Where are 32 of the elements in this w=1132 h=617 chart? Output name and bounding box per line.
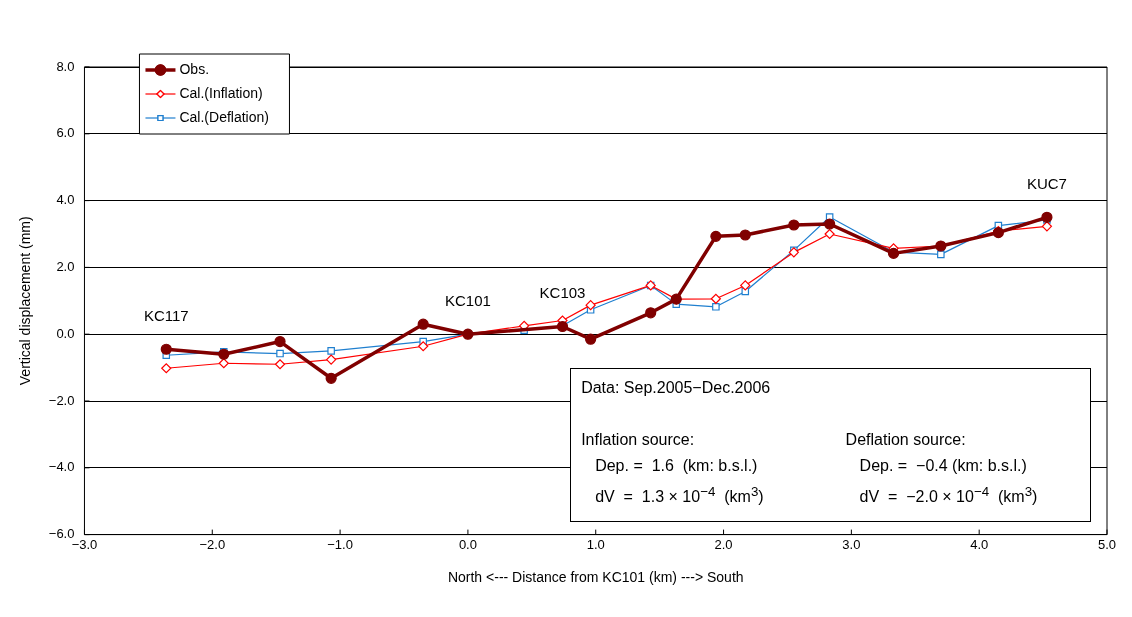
x-tick-label: −2.0 [199,536,226,552]
x-tick-label: 1.0 [586,536,605,552]
annotation: KC103 [539,284,586,302]
y-tick-label: −4.0 [48,459,75,475]
annotation: Inflation source: [581,429,696,450]
x-tick-label: 3.0 [842,536,861,552]
annotation: dV = 1.3 × 10$^{−4}$ (km$^{3}$) [594,482,765,507]
annotation: Dep. = −0.4 (km: b.s.l.) [858,455,1028,476]
y-tick-label: 0.0 [56,325,75,341]
x-tick-label: 4.0 [970,536,989,552]
annotation: KUC7 [1026,174,1067,192]
annotation: dV = −2.0 × 10$^{−4}$ (km$^{3}$) [858,482,1039,507]
x-tick-label: 5.0 [1097,536,1117,552]
x-tick-label: 2.0 [714,536,733,552]
y-tick-label: 6.0 [56,125,75,141]
legend-label: Cal.(Inflation) [179,84,263,101]
annotation: Data: Sep.2005−Dec.2006 [581,377,772,398]
x-tick-label: 0.0 [458,536,477,552]
y-tick-label: 4.0 [56,192,75,208]
y-tick-label: 8.0 [56,58,75,74]
x-axis-title: North <--- Distance from KC101 (km) ---> South [447,569,744,586]
x-tick-label: −1.0 [327,536,353,552]
y-tick-label: 2.0 [56,258,75,274]
annotation: KC117 [143,306,189,324]
annotation: Dep. = 1.6 (km: b.s.l.) [594,455,759,476]
annotation: Deflation source: [845,429,967,450]
legend-label: Cal.(Deflation) [179,108,269,125]
y-tick-label: −6.0 [48,526,75,542]
y-tick-label: −2.0 [48,392,75,408]
y-axis-title: Vertical displacement (mm) [17,216,34,386]
legend-label: Obs. [179,60,210,77]
annotation: KC101 [444,291,491,309]
